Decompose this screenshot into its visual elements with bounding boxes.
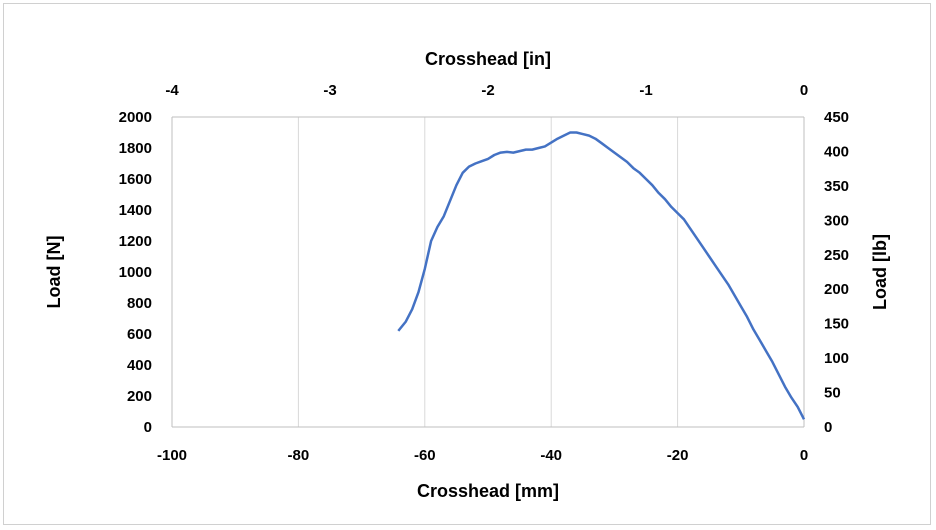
x-tick-label: -60: [414, 447, 436, 464]
x2-tick-label: -1: [639, 82, 652, 99]
chart-frame: [3, 3, 931, 525]
y2-tick-label: 350: [824, 178, 849, 195]
y-tick-label: 1000: [119, 264, 152, 281]
gridlines: [297, 117, 679, 427]
y-tick-label: 0: [144, 419, 152, 436]
x-tick-label: -40: [540, 447, 562, 464]
x2-tick-label: -3: [323, 82, 336, 99]
y-tick-label: 1200: [119, 233, 152, 250]
y2-tick-label: 250: [824, 247, 849, 264]
tick-labels: -100 -80 -60 -40 -20 0-4 -3 -2 -1 002004006008001…: [119, 82, 849, 464]
y2-tick-label: 400: [824, 143, 849, 160]
y2-tick-label: 150: [824, 316, 849, 333]
y-tick-label: 800: [127, 295, 152, 312]
y2-tick-label: 200: [824, 281, 849, 298]
y-tick-label: 1600: [119, 171, 152, 188]
x2-axis-title: Crosshead [in]: [425, 49, 551, 69]
x-tick-label: -20: [667, 447, 689, 464]
x2-tick-label: 0: [800, 82, 808, 99]
y-tick-label: 1400: [119, 202, 152, 219]
y2-axis-title: Load [lb]: [870, 234, 890, 310]
x2-tick-label: -2: [481, 82, 494, 99]
y-tick-label: 2000: [119, 109, 152, 126]
x-tick-label: 0: [800, 447, 808, 464]
y-tick-label: 600: [127, 326, 152, 343]
y2-tick-label: 50: [824, 385, 841, 402]
y-tick-label: 1800: [119, 140, 152, 157]
y2-tick-label: 100: [824, 350, 849, 367]
y2-tick-label: 300: [824, 212, 849, 229]
y-axis-title: Load [N]: [44, 236, 64, 309]
y2-tick-label: 450: [824, 109, 849, 126]
series-line: [397, 131, 806, 420]
x2-tick-label: -4: [165, 82, 179, 99]
x-tick-label: -80: [288, 447, 310, 464]
x-tick-label: -100: [157, 447, 187, 464]
y-tick-label: 400: [127, 357, 152, 374]
y2-tick-label: 0: [824, 419, 832, 436]
y-tick-label: 200: [127, 388, 152, 405]
x-axis-title: Crosshead [mm]: [417, 481, 559, 501]
